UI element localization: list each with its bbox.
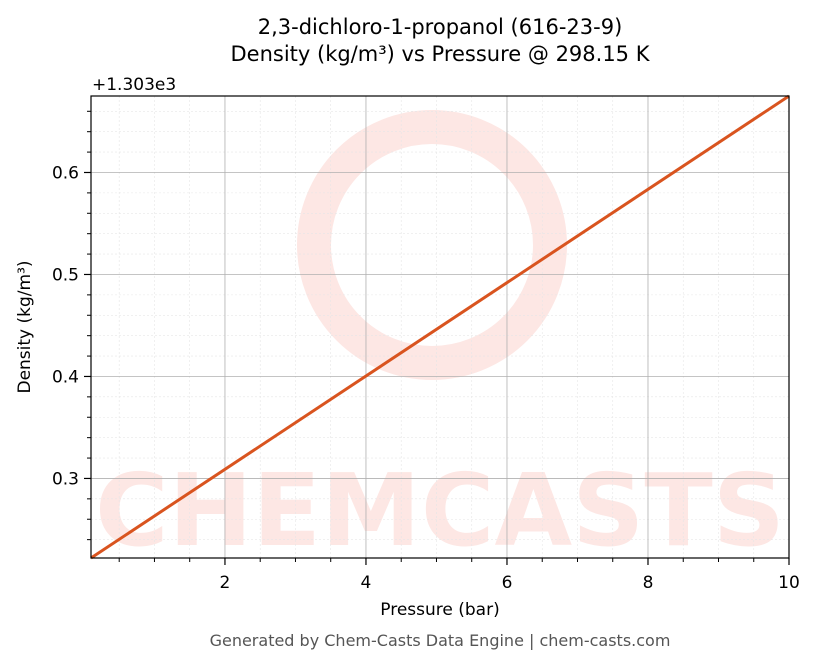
watermark: CHEMCASTS bbox=[95, 110, 785, 569]
y-tick-label: 0.4 bbox=[52, 367, 79, 387]
y-tick-label: 0.5 bbox=[52, 265, 79, 285]
y-axis-label: Density (kg/m³) bbox=[15, 260, 35, 393]
x-axis-label: Pressure (bar) bbox=[380, 600, 499, 620]
x-tick-label: 4 bbox=[361, 573, 372, 593]
chart-title-line2: Density (kg/m³) vs Pressure @ 298.15 K bbox=[230, 42, 650, 66]
series-layer bbox=[90, 94, 790, 560]
footer-credit: Generated by Chem-Casts Data Engine | ch… bbox=[210, 631, 671, 650]
plot-area-frame bbox=[90, 95, 790, 559]
watermark-logo-ring bbox=[297, 110, 567, 380]
y-axis-ticks: 0.3 0.4 0.5 0.6 bbox=[52, 110, 91, 541]
y-tick-label: 0.6 bbox=[52, 163, 79, 183]
y-tick-label: 0.3 bbox=[52, 469, 79, 489]
x-tick-label: 10 bbox=[778, 573, 800, 593]
chart-title-line1: 2,3-dichloro-1-propanol (616-23-9) bbox=[258, 15, 623, 39]
series-line bbox=[90, 94, 790, 560]
watermark-text: CHEMCASTS bbox=[95, 452, 785, 569]
x-tick-label: 8 bbox=[643, 573, 654, 593]
x-tick-label: 6 bbox=[502, 573, 513, 593]
major-grid bbox=[91, 96, 789, 558]
x-axis-ticks: 2 4 6 8 10 bbox=[118, 558, 800, 593]
x-tick-label: 2 bbox=[220, 573, 231, 593]
y-offset-label: +1.303e3 bbox=[92, 75, 176, 95]
minor-grid bbox=[91, 96, 789, 558]
